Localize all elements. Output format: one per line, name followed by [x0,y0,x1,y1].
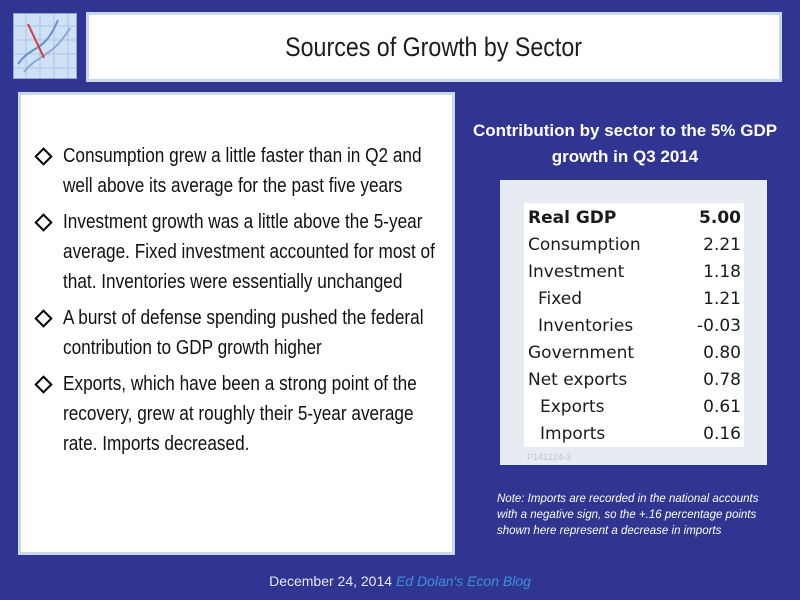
footer-date: December 24, 2014 [269,573,393,589]
abstract-chart-logo-icon [14,14,76,78]
row-value: 0.16 [703,423,741,444]
slide-logo [13,13,77,79]
table-row: Real GDP 5.00 [524,204,744,231]
diamond-bullet-icon [34,213,53,232]
table-row: Inventories -0.03 [524,312,744,339]
row-value: 0.61 [703,396,741,417]
table-row: Net exports 0.78 [524,366,744,393]
row-label: Investment [528,261,625,282]
row-value: 0.78 [703,369,741,390]
row-label: Net exports [528,369,628,390]
table-image-area: Real GDP 5.00 Consumption 2.21 Investmen… [524,203,744,447]
bullet-item: A burst of defense spending pushed the f… [33,303,444,363]
source-id: P141224-3 [527,452,572,462]
gdp-contribution-table: Real GDP 5.00 Consumption 2.21 Investmen… [524,204,744,447]
table-row: Exports 0.61 [524,393,744,420]
bullet-text: Exports, which have been a strong point … [63,373,417,455]
row-label: Inventories [538,315,634,336]
row-label: Fixed [538,288,583,309]
footer: December 24, 2014 Ed Dolan's Econ Blog [0,573,800,589]
title-bar: Sources of Growth by Sector [86,12,782,82]
table-heading: Contribution by sector to the 5% GDP gro… [472,121,778,166]
slide-title: Sources of Growth by Sector [285,31,583,62]
bullet-item: Consumption grew a little faster than in… [33,141,444,201]
table-row: Consumption 2.21 [524,231,744,258]
row-value: 1.21 [703,288,741,309]
bullet-item: Investment growth was a little above the… [33,207,444,297]
table-row: Investment 1.18 [524,258,744,285]
table-row: Imports 0.16 [524,420,744,447]
row-label: Imports [540,423,606,444]
table-row: Fixed 1.21 [524,285,744,312]
footer-blog-link[interactable]: Ed Dolan's Econ Blog [395,573,531,589]
row-label: Consumption [528,234,641,255]
table-row: Government 0.80 [524,339,744,366]
row-value: 0.80 [703,342,741,363]
row-value: 2.21 [703,234,741,255]
bullet-list: Consumption grew a little faster than in… [21,95,452,459]
bullet-text: Consumption grew a little faster than in… [63,145,422,197]
gdp-contribution-table-panel: Real GDP 5.00 Consumption 2.21 Investmen… [500,180,767,465]
row-value: 1.18 [703,261,741,282]
imports-note: Note: Imports are recorded in the nation… [497,493,759,537]
diamond-bullet-icon [34,309,53,328]
bullet-item: Exports, which have been a strong point … [33,369,444,459]
row-label: Exports [540,396,605,417]
diamond-bullet-icon [34,375,53,394]
row-value: -0.03 [697,315,741,336]
bullet-text: A burst of defense spending pushed the f… [63,307,424,359]
row-label: Real GDP [528,207,617,228]
row-label: Government [528,342,635,363]
bullet-panel: Consumption grew a little faster than in… [18,92,455,555]
bullet-text: Investment growth was a little above the… [63,211,435,293]
diamond-bullet-icon [34,147,53,166]
row-value: 5.00 [699,207,741,228]
